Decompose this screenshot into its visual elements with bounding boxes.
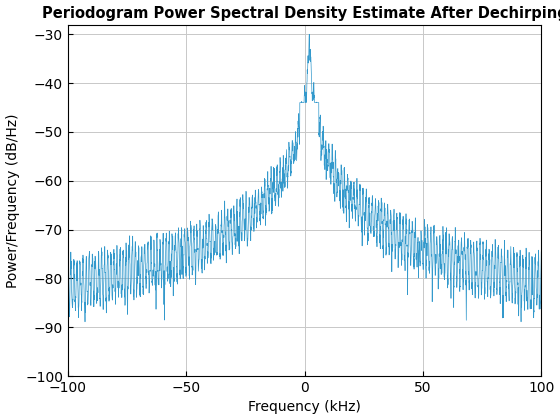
- X-axis label: Frequency (kHz): Frequency (kHz): [248, 400, 361, 415]
- Y-axis label: Power/Frequency (dB/Hz): Power/Frequency (dB/Hz): [6, 113, 20, 288]
- Title: Periodogram Power Spectral Density Estimate After Dechirping: Periodogram Power Spectral Density Estim…: [42, 5, 560, 21]
